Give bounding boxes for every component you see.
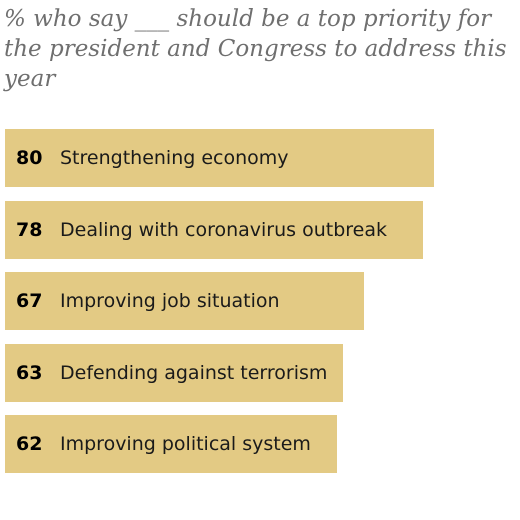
bar: 80 Strengthening economy: [5, 129, 434, 187]
bar-category-label: Strengthening economy: [60, 147, 289, 169]
bar: 62 Improving political system: [5, 415, 337, 473]
bar-category-label: Defending against terrorism: [60, 361, 328, 384]
bar: 78 Dealing with coronavirus outbreak: [5, 200, 423, 259]
bar: 63 Defending against terrorism: [5, 343, 343, 402]
bar-category-label: Improving job situation: [60, 290, 280, 312]
bar-value-label: 63: [16, 361, 43, 384]
chart-title: % who say ___ should be a top priority f…: [4, 6, 507, 92]
bar: 67 Improving job situation: [5, 272, 364, 330]
bar-value-label: 62: [16, 433, 43, 455]
bar-chart: 80 Strengthening economy 78 Dealing with co…: [5, 129, 445, 479]
bar-value-label: 80: [16, 147, 43, 169]
bar-category-label: Improving political system: [60, 433, 311, 455]
bar-value-label: 78: [16, 218, 43, 241]
bar-category-label: Dealing with coronavirus outbreak: [60, 218, 388, 241]
bar-value-label: 67: [16, 290, 43, 312]
